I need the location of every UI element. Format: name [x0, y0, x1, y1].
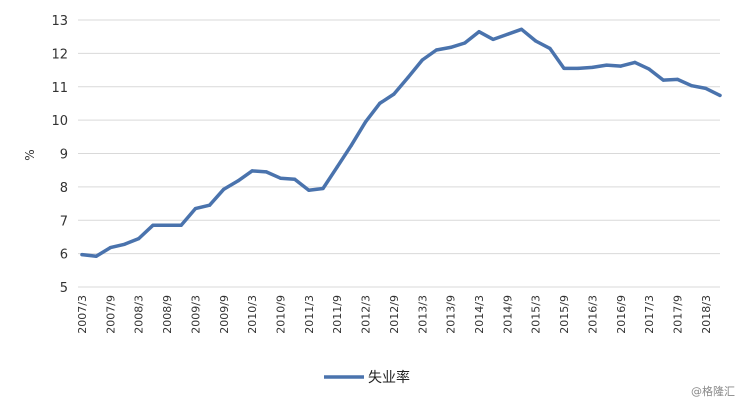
data-point: [463, 41, 467, 45]
y-tick-label: 5: [60, 281, 68, 296]
data-point: [80, 253, 84, 257]
y-tick-label: 12: [51, 47, 68, 62]
x-tick-label: 2012/3: [360, 295, 373, 334]
data-point: [179, 223, 183, 227]
x-tick-label: 2017/3: [643, 295, 656, 334]
data-point: [378, 101, 382, 105]
y-tick-label: 11: [51, 81, 68, 96]
data-point: [534, 39, 538, 43]
data-point: [94, 254, 98, 258]
data-point: [633, 60, 637, 64]
data-point: [250, 169, 254, 173]
x-tick-label: 2011/9: [331, 295, 344, 334]
y-tick-label: 8: [60, 181, 68, 196]
y-tick-label: 9: [60, 148, 68, 163]
data-point: [619, 64, 623, 68]
x-axis-ticks: 2007/3 2007/9 2008/3 2008/9 2009/3 2009/9 2010…: [76, 295, 713, 334]
y-axis-label: %: [23, 149, 37, 160]
x-tick-label: 2013/9: [445, 295, 458, 334]
data-point: [718, 93, 722, 97]
data-point: [576, 66, 580, 70]
x-tick-label: 2008/9: [161, 295, 174, 334]
x-tick-label: 2010/3: [246, 295, 259, 334]
data-point: [222, 187, 226, 191]
data-point: [590, 65, 595, 69]
data-point: [108, 246, 112, 250]
y-tick-label: 10: [51, 114, 68, 129]
x-tick-label: 2013/3: [416, 295, 429, 334]
data-point: [165, 223, 169, 227]
data-point: [406, 75, 410, 79]
gridlines: [78, 19, 720, 288]
data-point: [364, 120, 368, 124]
data-point: [208, 203, 212, 207]
data-point: [264, 170, 268, 174]
legend: 失业率: [324, 369, 410, 386]
data-point: [278, 176, 283, 180]
data-point: [434, 48, 438, 52]
x-tick-label: 2014/9: [501, 295, 514, 334]
x-tick-label: 2016/9: [615, 295, 628, 334]
x-tick-label: 2014/3: [473, 295, 486, 334]
x-tick-label: 2015/3: [530, 295, 543, 334]
data-point: [293, 177, 297, 181]
data-point: [647, 67, 651, 71]
data-point: [690, 84, 694, 88]
x-tick-label: 2011/3: [303, 295, 316, 334]
data-point: [321, 186, 325, 191]
x-tick-label: 2012/9: [388, 295, 401, 334]
x-tick-label: 2008/3: [133, 295, 146, 334]
data-point: [236, 179, 240, 183]
data-point: [349, 143, 353, 147]
y-tick-label: 7: [60, 214, 68, 229]
data-point: [449, 45, 453, 50]
data-point: [548, 46, 552, 51]
legend-label-unemployment: 失业率: [368, 369, 410, 386]
x-tick-label: 2007/3: [76, 295, 89, 334]
data-point: [675, 77, 680, 81]
x-tick-label: 2016/3: [586, 295, 599, 334]
x-tick-label: 2015/9: [558, 295, 571, 334]
data-point: [519, 27, 524, 31]
data-point: [420, 58, 424, 62]
data-point: [562, 66, 566, 70]
data-point: [151, 223, 155, 227]
data-point: [335, 165, 339, 169]
y-tick-label: 6: [60, 248, 68, 263]
data-point: [137, 237, 141, 241]
x-tick-label: 2009/9: [218, 295, 231, 334]
y-axis-ticks: 5 6 7 8 9 10 11 12 13: [51, 14, 68, 296]
x-tick-label: 2017/9: [671, 295, 684, 334]
data-point: [392, 92, 396, 96]
data-point: [505, 32, 509, 37]
data-point: [491, 37, 495, 42]
series-line-0: [80, 27, 722, 259]
data-point: [122, 242, 127, 246]
data-point: [307, 188, 311, 192]
x-tick-label: 2010/9: [274, 295, 287, 334]
data-point: [704, 86, 708, 90]
data-point: [477, 30, 481, 34]
x-tick-label: 2009/3: [189, 295, 202, 334]
x-tick-label: 2018/3: [700, 295, 713, 334]
data-point: [193, 207, 197, 211]
x-tick-label: 2007/9: [104, 295, 117, 334]
data-point: [661, 78, 665, 82]
data-point: [605, 63, 609, 67]
series-layer: [80, 27, 722, 259]
y-tick-label: 13: [51, 14, 68, 29]
watermark: @格隆汇: [691, 384, 735, 398]
